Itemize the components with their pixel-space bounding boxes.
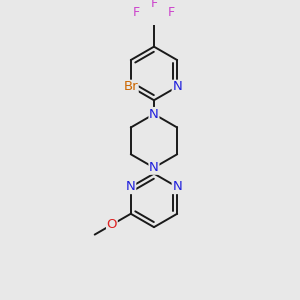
Text: F: F bbox=[168, 6, 175, 20]
Text: N: N bbox=[172, 181, 182, 194]
Text: F: F bbox=[133, 6, 140, 20]
Text: O: O bbox=[106, 218, 117, 231]
Text: N: N bbox=[149, 108, 159, 121]
Text: F: F bbox=[150, 0, 158, 10]
Text: N: N bbox=[126, 181, 136, 194]
Text: N: N bbox=[172, 80, 182, 93]
Text: Br: Br bbox=[124, 80, 138, 93]
Text: N: N bbox=[149, 161, 159, 174]
